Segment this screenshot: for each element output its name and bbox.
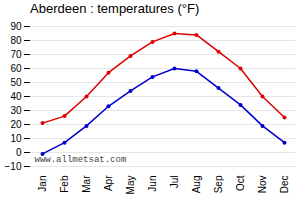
svg-text:Oct: Oct [235,175,246,191]
svg-text:www.allmetsat.com: www.allmetsat.com [35,155,127,165]
svg-text:Jun: Jun [147,176,158,192]
svg-text:Apr: Apr [103,175,114,191]
svg-text:−10: −10 [5,161,22,172]
svg-text:Dec: Dec [279,176,290,194]
svg-text:Jul: Jul [169,176,180,189]
svg-text:Feb: Feb [59,175,70,193]
svg-text:30: 30 [10,105,22,116]
svg-text:90: 90 [10,21,22,32]
svg-text:Nov: Nov [257,176,268,194]
svg-text:40: 40 [10,91,22,102]
svg-text:70: 70 [10,49,22,60]
svg-text:Jan: Jan [37,176,48,192]
svg-text:50: 50 [10,77,22,88]
svg-text:20: 20 [10,119,22,130]
svg-text:80: 80 [10,35,22,46]
svg-text:Aug: Aug [191,176,202,194]
svg-text:10: 10 [10,133,22,144]
html-text:Aberdeen : temperatures (°F): Aberdeen : temperatures (°F) [30,1,200,16]
svg-text:60: 60 [10,63,22,74]
svg-text:Mar: Mar [81,175,92,193]
svg-text:Sep: Sep [213,175,224,193]
svg-text:May: May [125,176,136,195]
svg-text:0: 0 [16,147,22,158]
